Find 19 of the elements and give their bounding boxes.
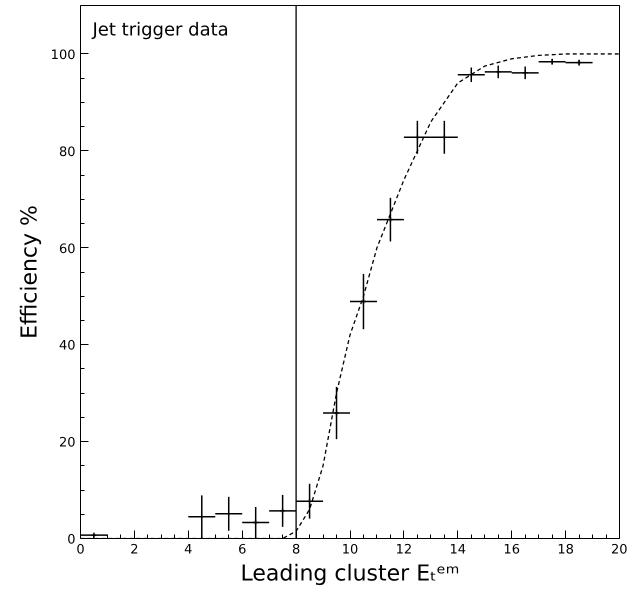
x-tick-label: 14 [450, 542, 466, 558]
y-tick-label: 0 [67, 532, 76, 548]
x-tick-label: 16 [503, 542, 520, 558]
y-tick-label: 100 [50, 48, 76, 63]
x-tick-label: 18 [557, 542, 574, 558]
x-tick-label: 12 [396, 542, 412, 558]
y-tick-label: 40 [58, 338, 76, 354]
x-tick-label: 10 [342, 542, 358, 558]
y-tick-label: 20 [58, 436, 76, 451]
annotation: Jet trigger data [92, 20, 229, 40]
y-tick-label: 60 [58, 242, 76, 257]
y-tick-label: 80 [58, 144, 76, 160]
x-tick-label: 6 [238, 542, 246, 558]
x-tick-label: 8 [292, 542, 300, 558]
x-axis-title: Leading cluster Eₜᵉᵐ [240, 562, 460, 586]
x-tick-label: 20 [610, 542, 627, 558]
x-tick-label: 4 [184, 542, 192, 558]
x-tick-label: 2 [130, 542, 139, 558]
y-axis-title: Efficiency % [18, 205, 43, 339]
